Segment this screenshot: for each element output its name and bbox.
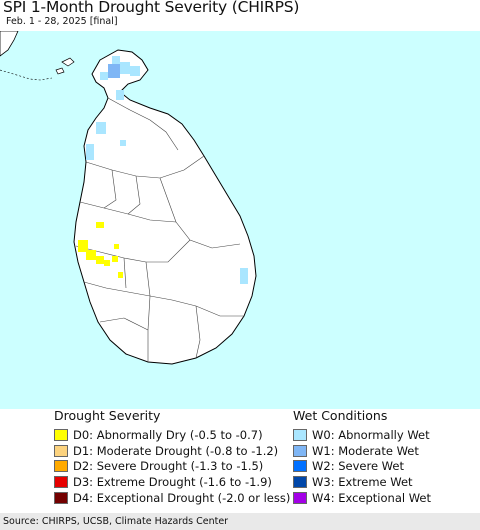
drought-legend-label: D4: Exceptional Drought (-2.0 or less): [73, 490, 291, 505]
drought-legend-item: D1: Moderate Drought (-0.8 to -1.2): [54, 443, 290, 459]
drought-swatch: [54, 428, 68, 441]
sri-lanka-map: [0, 31, 480, 409]
drought-legend-item: D2: Severe Drought (-1.3 to -1.5): [54, 458, 290, 474]
wet-swatch: [293, 428, 307, 441]
drought-swatch: [54, 444, 68, 457]
wet-legend-item: W0: Abnormally Wet: [293, 427, 431, 443]
wet-legend-item: W2: Severe Wet: [293, 458, 431, 474]
wet-legend-item: W1: Moderate Wet: [293, 443, 431, 459]
wet-swatch: [293, 491, 307, 504]
wet-legend-label: W2: Severe Wet: [312, 459, 404, 474]
drought-legend-label: D1: Moderate Drought (-0.8 to -1.2): [73, 443, 279, 458]
wet-legend-label: W0: Abnormally Wet: [312, 427, 430, 442]
drought-swatch: [54, 475, 68, 488]
map-subtitle: Feb. 1 - 28, 2025 [final]: [6, 16, 118, 27]
sri-lanka-landmass: [73, 49, 257, 365]
india-landmass: [0, 31, 19, 57]
wet-swatch: [293, 460, 307, 473]
wet-legend-item: W4: Exceptional Wet: [293, 490, 431, 506]
wet-legend-label: W1: Moderate Wet: [312, 443, 419, 458]
drought-legend-item: D3: Extreme Drought (-1.6 to -1.9): [54, 474, 290, 490]
wet-legend-label: W3: Extreme Wet: [312, 474, 413, 489]
drought-legend-label: D3: Extreme Drought (-1.6 to -1.9): [73, 474, 272, 489]
wet-patches: [86, 56, 248, 284]
adams-bridge: [0, 69, 53, 81]
drought-legend-label: D0: Abnormally Dry (-0.5 to -0.7): [73, 427, 263, 442]
wet-swatch: [293, 475, 307, 488]
wet-legend: Wet Conditions W0: Abnormally Wet W1: Mod…: [293, 408, 431, 505]
wet-legend-heading: Wet Conditions: [293, 408, 388, 423]
drought-legend-item: D0: Abnormally Dry (-0.5 to -0.7): [54, 427, 290, 443]
drought-legend-item: D4: Exceptional Drought (-2.0 or less): [54, 490, 290, 506]
source-footer: Source: CHIRPS, UCSB, Climate Hazards Ce…: [0, 513, 480, 530]
drought-legend: Drought Severity D0: Abnormally Dry (-0.…: [54, 408, 290, 505]
drought-legend-label: D2: Severe Drought (-1.3 to -1.5): [73, 459, 264, 474]
drought-swatch: [54, 460, 68, 473]
drought-legend-heading: Drought Severity: [54, 408, 161, 423]
jaffna-islands: [55, 57, 75, 75]
wet-swatch: [293, 444, 307, 457]
drought-patches: [78, 222, 123, 278]
wet-legend-label: W4: Exceptional Wet: [312, 490, 431, 505]
province-boundaries: [75, 97, 244, 362]
wet-legend-item: W3: Extreme Wet: [293, 474, 431, 490]
map-title: SPI 1-Month Drought Severity (CHIRPS): [3, 0, 300, 16]
drought-swatch: [54, 491, 68, 504]
